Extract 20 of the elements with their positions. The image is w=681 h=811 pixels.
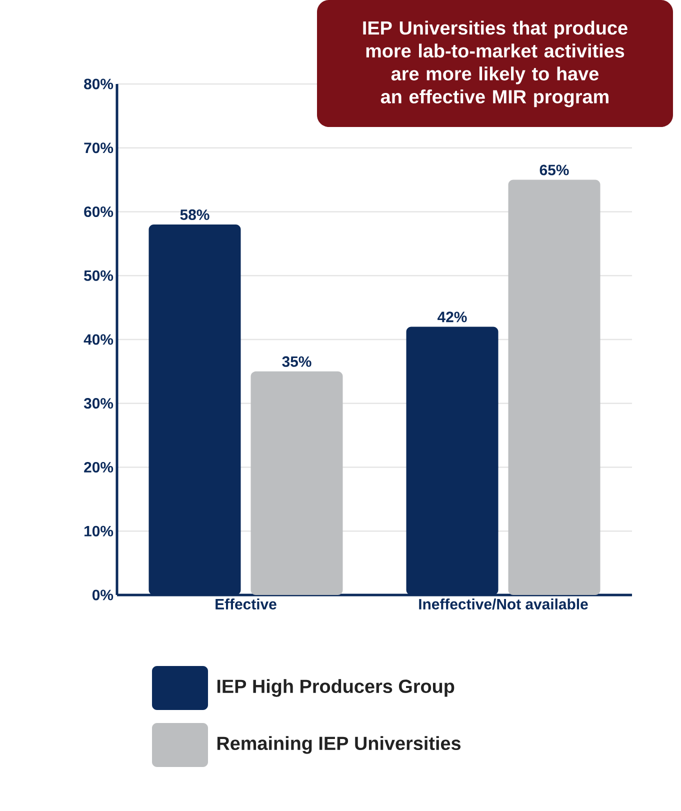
- legend-label: IEP High Producers Group: [217, 679, 454, 697]
- bar: [508, 180, 600, 595]
- y-tick-label: 80%: [84, 78, 114, 90]
- y-tick-label: 20%: [84, 462, 114, 473]
- y-tick-label: 0%: [92, 590, 114, 600]
- legend-label: Remaining IEP Universities: [217, 736, 461, 754]
- chart-title: IEP Universities that produce more lab-to-market activities are more likely to have an effective MIR program: [363, 20, 628, 108]
- data-label: 65%: [540, 164, 569, 176]
- x-tick-label: Ineffective/Not available: [419, 598, 588, 610]
- x-tick-label: Effective: [216, 598, 276, 610]
- bar: [250, 371, 343, 595]
- y-tick-label: 30%: [84, 398, 114, 409]
- y-tick-label: 40%: [84, 334, 114, 345]
- data-label: 35%: [282, 356, 312, 367]
- y-tick-label: 10%: [84, 526, 114, 536]
- data-label: 58%: [180, 209, 210, 220]
- y-tick-label: 70%: [84, 142, 114, 154]
- data-label: 42%: [438, 312, 467, 322]
- y-tick-label: 50%: [84, 270, 114, 281]
- y-tick-label: 60%: [84, 206, 114, 218]
